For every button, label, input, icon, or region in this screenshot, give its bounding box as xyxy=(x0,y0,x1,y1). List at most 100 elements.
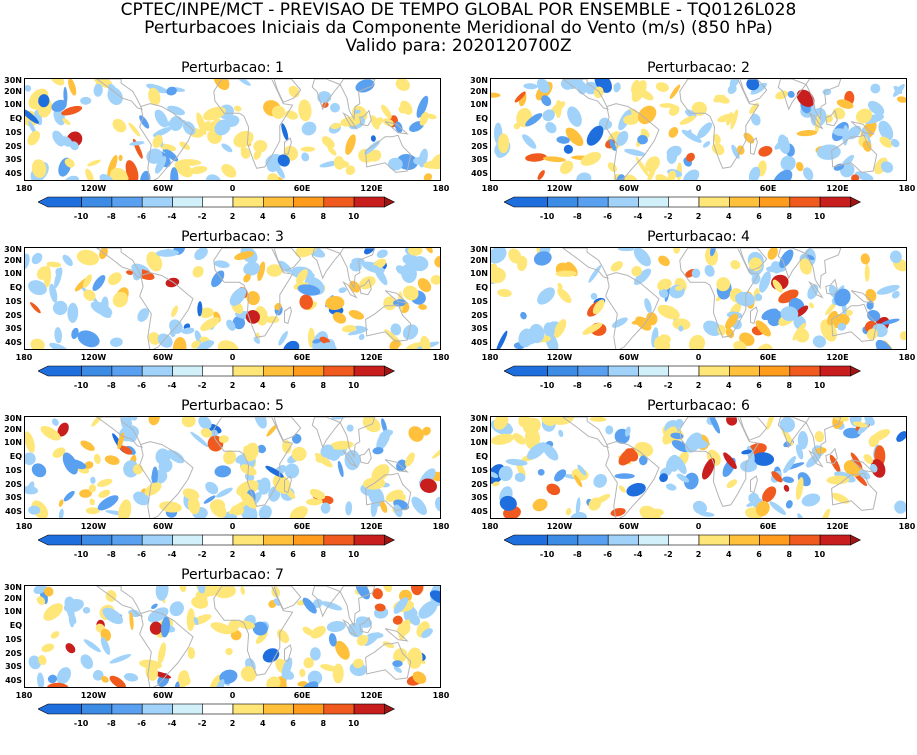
colorbar-label: -6 xyxy=(603,212,613,221)
lat-label: 20N xyxy=(4,255,22,265)
lon-label: 180 xyxy=(898,184,916,193)
perturbation-cell xyxy=(851,174,860,180)
perturbation-cell xyxy=(740,459,758,473)
perturbation-cell xyxy=(687,129,692,137)
perturbation-cell xyxy=(692,500,708,515)
coastline xyxy=(213,417,294,507)
perturbation-cell xyxy=(148,332,161,345)
colorbar-label: 2 xyxy=(695,212,702,221)
lon-label: 180 xyxy=(15,522,33,531)
perturbation-cell xyxy=(491,263,498,271)
lat-label: 10N xyxy=(470,269,488,279)
perturbation-cell xyxy=(197,586,206,594)
perturbation-cell xyxy=(537,287,555,305)
coastline xyxy=(284,644,292,663)
colorbar-label: 6 xyxy=(290,381,296,390)
lon-label: 0 xyxy=(695,353,702,362)
perturbation-cell xyxy=(120,445,133,455)
coastline xyxy=(831,134,878,173)
coastline xyxy=(339,248,376,290)
colorbar-segment xyxy=(37,196,82,208)
colorbar xyxy=(37,365,395,377)
perturbation-cell xyxy=(99,174,114,180)
lat-label: 10S xyxy=(5,127,22,137)
coastline xyxy=(95,417,143,449)
colorbar-label: -8 xyxy=(106,381,116,390)
coastline xyxy=(561,417,609,449)
perturbation-cell xyxy=(388,157,403,171)
map-field xyxy=(24,247,441,350)
perturbation-cell xyxy=(567,106,582,127)
perturbation-cell xyxy=(169,601,184,617)
perturbation-cell xyxy=(675,285,684,291)
perturbation-cell xyxy=(512,433,526,445)
colorbar-label: -8 xyxy=(572,550,582,559)
coastline xyxy=(384,290,409,304)
perturbation-cell xyxy=(565,127,584,147)
lat-label: 20S xyxy=(471,141,488,151)
coastline xyxy=(850,459,875,473)
perturbation-cell xyxy=(214,679,225,687)
perturbation-cell xyxy=(367,632,384,639)
colorbar-segment xyxy=(37,703,82,715)
colorbar-segment xyxy=(80,703,112,715)
lon-label: 0 xyxy=(229,353,236,362)
colorbar-segment xyxy=(171,196,203,208)
colorbar-segment xyxy=(37,365,82,377)
colorbar-label: 2 xyxy=(695,550,702,559)
coastline xyxy=(808,111,824,130)
perturbation-cell xyxy=(355,586,371,600)
colorbar-label: -8 xyxy=(572,212,582,221)
perturbation-cell xyxy=(713,94,726,103)
perturbation-cell xyxy=(525,153,547,162)
perturbation-cell xyxy=(312,338,322,344)
colorbar-segment xyxy=(353,196,385,208)
perturbation-cell xyxy=(109,654,132,664)
perturbation-cell xyxy=(192,266,204,278)
perturbation-field-svg xyxy=(491,79,906,180)
perturbation-cell xyxy=(672,318,691,331)
perturbation-cell xyxy=(830,417,849,422)
colorbar-segment xyxy=(201,365,233,377)
perturbation-cell xyxy=(97,478,113,487)
perturbation-cell xyxy=(210,622,233,635)
perturbation-cell xyxy=(216,487,233,498)
perturbation-cell xyxy=(726,112,733,126)
perturbation-cell xyxy=(659,103,675,108)
perturbation-cell xyxy=(50,631,60,639)
perturbation-cell xyxy=(67,302,79,323)
panel-title: Perturbacao: 2 xyxy=(647,60,750,76)
coastline xyxy=(808,280,824,299)
perturbation-cell xyxy=(246,291,260,306)
perturbation-cell xyxy=(395,265,407,275)
lat-label: 20S xyxy=(5,141,22,151)
perturbation-cell xyxy=(132,138,143,159)
lat-label: EQ xyxy=(9,114,22,124)
perturbation-cell xyxy=(133,491,150,506)
perturbation-cell xyxy=(624,148,646,157)
lat-label: 30S xyxy=(471,155,488,165)
perturbation-cell xyxy=(421,628,433,639)
perturbation-cell xyxy=(26,481,35,495)
colorbar-segment xyxy=(577,196,609,208)
perturbation-cell xyxy=(335,640,350,660)
perturbation-cell xyxy=(239,491,257,509)
coastline xyxy=(739,248,768,272)
colorbar-segment xyxy=(637,534,669,546)
perturbation-cell xyxy=(795,444,804,460)
perturbation-cell xyxy=(560,160,574,175)
coastline xyxy=(750,306,758,325)
lon-label: 120W xyxy=(546,522,573,531)
perturbation-cell xyxy=(657,282,664,291)
coastline xyxy=(342,618,358,637)
perturbation-cell xyxy=(870,83,881,94)
colorbar-label: -2 xyxy=(197,719,207,728)
perturbation-cell xyxy=(624,448,639,462)
colorbar-segment xyxy=(667,196,699,208)
perturbation-cell xyxy=(243,261,260,276)
perturbation-cell xyxy=(225,647,233,656)
lat-label: 20S xyxy=(5,648,22,658)
colorbar-label: -6 xyxy=(137,719,147,728)
colorbar-segment xyxy=(667,534,699,546)
colorbar-segment xyxy=(111,196,143,208)
